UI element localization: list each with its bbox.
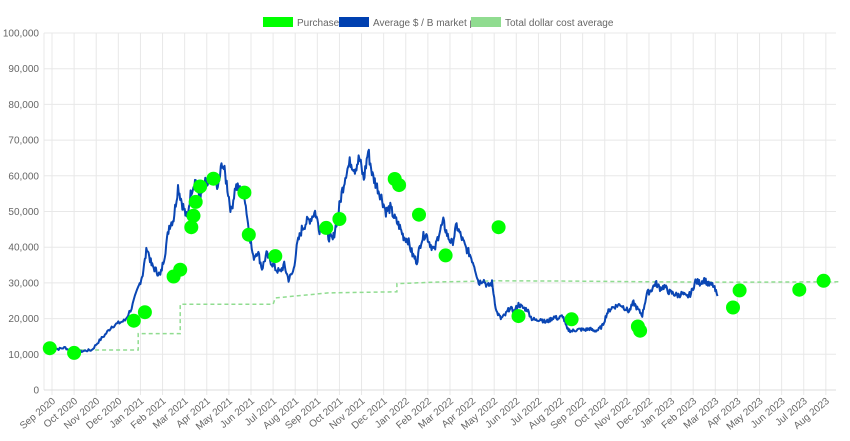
purchase-point[interactable] [511,309,526,324]
purchase-point[interactable] [193,179,208,194]
purchase-point[interactable] [491,220,506,235]
y-tick-label: 40,000 [8,243,39,254]
legend-item-purchases[interactable]: Purchases [263,17,344,29]
purchase-point[interactable] [732,283,747,298]
purchase-point[interactable] [206,171,221,186]
y-tick-label: 100,000 [3,29,40,40]
purchase-point[interactable] [67,345,82,360]
legend-item-dca[interactable]: Total dollar cost average [471,17,614,29]
dca-swatch-icon [471,17,501,27]
purchase-point[interactable] [268,249,283,264]
purchase-point[interactable] [564,312,579,327]
purchase-point[interactable] [237,185,252,200]
y-tick-label: 60,000 [8,171,39,182]
purchase-point[interactable] [241,227,256,242]
purchase-point[interactable] [332,212,347,226]
y-tick-label: 50,000 [8,207,39,218]
purchase-point[interactable] [726,300,740,315]
legend-label-dca: Total dollar cost average [505,18,614,29]
y-tick-label: 0 [33,386,39,397]
purchase-point[interactable] [392,178,407,193]
y-tick-label: 80,000 [8,100,39,111]
legend: Purchases Average $ / B market price Tot… [263,17,614,29]
dca-polyline [74,280,840,351]
dca-line [74,280,840,351]
purchases-swatch-icon [263,17,293,27]
purchase-point[interactable] [42,341,57,356]
legend-item-market-price[interactable]: Average $ / B market price [339,17,492,29]
y-tick-label: 20,000 [8,314,39,325]
purchase-point[interactable] [438,248,453,263]
market-price-swatch-icon [339,17,369,27]
grid [43,32,836,395]
purchase-point[interactable] [816,273,831,288]
purchase-point[interactable] [319,220,334,235]
purchase-point[interactable] [126,313,141,328]
y-tick-label: 90,000 [8,64,39,75]
purchase-point[interactable] [186,208,201,223]
purchase-point[interactable] [137,305,152,320]
purchase-point[interactable] [184,220,199,235]
y-tick-label: 10,000 [8,350,39,361]
purchase-point[interactable] [412,207,426,222]
y-tick-label: 30,000 [8,278,39,289]
purchase-point[interactable] [173,262,188,277]
purchase-point[interactable] [792,282,807,297]
y-tick-label: 70,000 [8,136,39,147]
purchase-point[interactable] [633,323,648,338]
purchase-point[interactable] [188,194,203,209]
legend-label-purchases: Purchases [297,18,344,29]
legend-label-market-price: Average $ / B market price [373,18,492,29]
purchase-points [42,171,831,360]
y-axis: 0 10,000 20,000 30,000 40,000 50,000 60,000 70,… [3,29,40,397]
